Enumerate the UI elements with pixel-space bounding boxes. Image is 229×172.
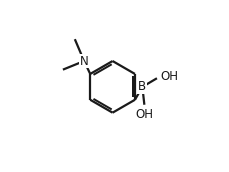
Text: B: B	[138, 80, 146, 93]
Text: OH: OH	[160, 70, 177, 83]
Text: OH: OH	[135, 108, 153, 121]
Text: N: N	[79, 55, 88, 68]
